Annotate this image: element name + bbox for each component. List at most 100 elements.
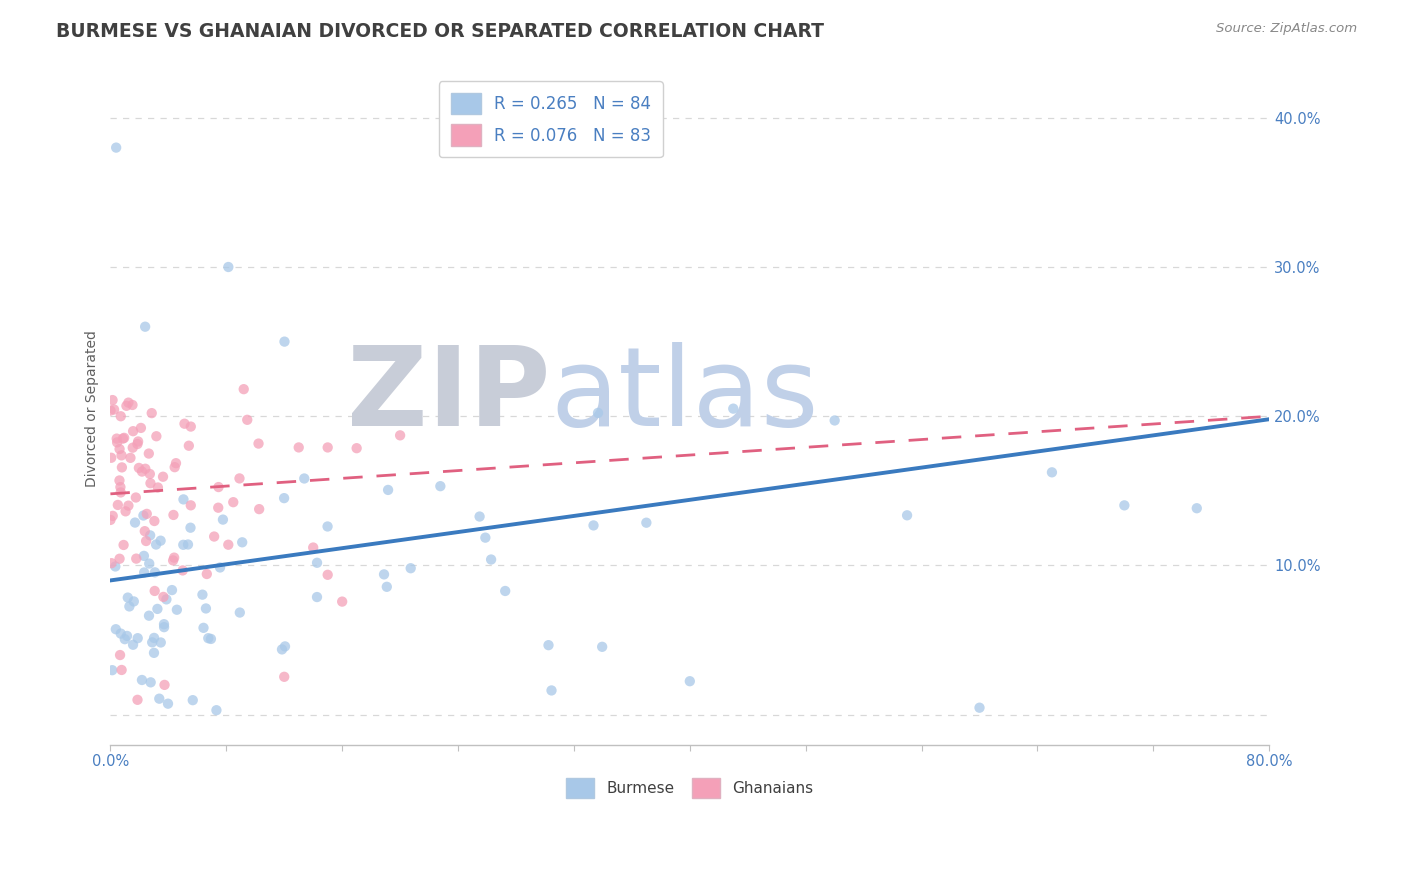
Point	[474, 531, 496, 545]
Point	[193, 621, 215, 635]
Point	[305, 590, 328, 604]
Point	[429, 479, 451, 493]
Point	[135, 534, 157, 549]
Point	[582, 518, 605, 533]
Point	[122, 424, 145, 438]
Point	[139, 476, 162, 491]
Point	[129, 421, 152, 435]
Text: atlas: atlas	[551, 342, 820, 449]
Point	[110, 448, 132, 462]
Point	[135, 507, 157, 521]
Point	[896, 508, 918, 523]
Point	[247, 436, 270, 450]
Point	[145, 429, 167, 443]
Point	[479, 552, 502, 566]
Point	[200, 632, 222, 646]
Point	[105, 435, 128, 450]
Point	[197, 631, 219, 645]
Point	[139, 675, 162, 690]
Point	[125, 491, 148, 505]
Point	[209, 560, 232, 574]
Point	[377, 483, 399, 497]
Point	[146, 602, 169, 616]
Point	[180, 499, 202, 513]
Point	[127, 693, 149, 707]
Point	[969, 700, 991, 714]
Point	[177, 439, 200, 453]
Point	[195, 567, 218, 582]
Point	[134, 319, 156, 334]
Point	[121, 398, 143, 412]
Point	[273, 491, 295, 505]
Point	[181, 693, 204, 707]
Text: 80.0%: 80.0%	[1246, 754, 1292, 769]
Point	[149, 635, 172, 649]
Y-axis label: Divorced or Separated: Divorced or Separated	[86, 330, 100, 487]
Point	[143, 584, 166, 599]
Point	[152, 590, 174, 604]
Point	[346, 441, 368, 455]
Point	[165, 456, 187, 470]
Point	[271, 642, 294, 657]
Point	[114, 504, 136, 518]
Point	[101, 508, 124, 523]
Point	[636, 516, 658, 530]
Point	[108, 442, 131, 456]
Point	[316, 519, 339, 533]
Point	[108, 648, 131, 662]
Point	[122, 594, 145, 608]
Point	[139, 467, 162, 481]
Point	[591, 640, 613, 654]
Point	[108, 551, 131, 566]
Point	[104, 559, 127, 574]
Point	[111, 432, 134, 446]
Point	[679, 674, 702, 689]
Point	[172, 563, 194, 577]
Point	[127, 437, 149, 451]
Point	[194, 601, 217, 615]
Point	[122, 638, 145, 652]
Point	[172, 492, 194, 507]
Point	[1185, 501, 1208, 516]
Point	[100, 450, 122, 465]
Point	[494, 584, 516, 599]
Point	[100, 513, 122, 527]
Point	[112, 538, 135, 552]
Point	[247, 502, 270, 516]
Point	[110, 485, 132, 500]
Point	[115, 399, 138, 413]
Point	[112, 431, 135, 445]
Point	[117, 395, 139, 409]
Point	[105, 140, 128, 154]
Point	[143, 631, 166, 645]
Point	[145, 537, 167, 551]
Point	[117, 591, 139, 605]
Point	[141, 406, 163, 420]
Point	[117, 499, 139, 513]
Point	[236, 413, 259, 427]
Point	[468, 509, 491, 524]
Point	[330, 594, 353, 608]
Point	[302, 541, 325, 555]
Point	[124, 516, 146, 530]
Point	[120, 450, 142, 465]
Point	[1040, 466, 1063, 480]
Point	[207, 480, 229, 494]
Point	[105, 432, 128, 446]
Point	[160, 583, 183, 598]
Point	[121, 441, 143, 455]
Point	[375, 580, 398, 594]
Point	[132, 508, 155, 523]
Point	[163, 460, 186, 475]
Point	[287, 441, 309, 455]
Point	[134, 524, 156, 538]
Point	[101, 663, 124, 677]
Point	[217, 538, 239, 552]
Point	[153, 678, 176, 692]
Point	[212, 513, 235, 527]
Point	[155, 592, 177, 607]
Text: 0.0%: 0.0%	[91, 754, 129, 769]
Point	[824, 413, 846, 427]
Point	[723, 401, 745, 416]
Point	[399, 561, 422, 575]
